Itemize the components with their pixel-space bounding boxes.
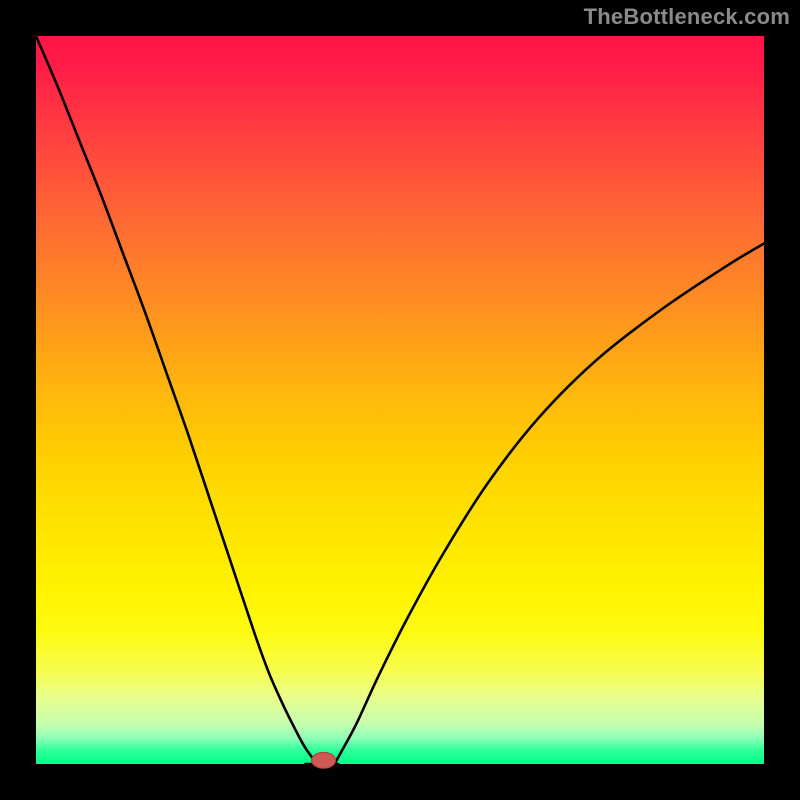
watermark-label: TheBottleneck.com [584, 4, 790, 30]
bottleneck-marker [312, 752, 336, 768]
gradient-background [36, 36, 764, 764]
bottleneck-chart [0, 0, 800, 800]
